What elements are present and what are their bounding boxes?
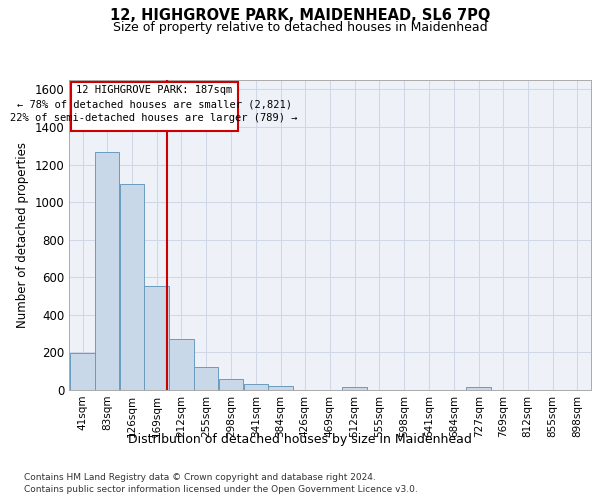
- Text: Distribution of detached houses by size in Maidenhead: Distribution of detached houses by size …: [128, 432, 472, 446]
- Bar: [70, 353, 95, 390]
- Text: Contains public sector information licensed under the Open Government Licence v3: Contains public sector information licen…: [24, 485, 418, 494]
- Bar: [343, 388, 367, 390]
- Bar: [219, 379, 243, 390]
- Bar: [466, 386, 491, 390]
- Bar: [95, 152, 119, 390]
- Bar: [119, 184, 144, 390]
- Y-axis label: Number of detached properties: Number of detached properties: [16, 142, 29, 328]
- Bar: [194, 368, 218, 390]
- Text: 12, HIGHGROVE PARK, MAIDENHEAD, SL6 7PQ: 12, HIGHGROVE PARK, MAIDENHEAD, SL6 7PQ: [110, 8, 490, 22]
- Text: 22% of semi-detached houses are larger (789) →: 22% of semi-detached houses are larger (…: [10, 113, 298, 123]
- FancyBboxPatch shape: [71, 82, 238, 130]
- Bar: [244, 384, 268, 390]
- Text: Contains HM Land Registry data © Crown copyright and database right 2024.: Contains HM Land Registry data © Crown c…: [24, 472, 376, 482]
- Bar: [169, 340, 194, 390]
- Text: 12 HIGHGROVE PARK: 187sqm: 12 HIGHGROVE PARK: 187sqm: [76, 86, 232, 96]
- Text: Size of property relative to detached houses in Maidenhead: Size of property relative to detached ho…: [113, 21, 487, 34]
- Bar: [268, 386, 293, 390]
- Text: ← 78% of detached houses are smaller (2,821): ← 78% of detached houses are smaller (2,…: [17, 99, 292, 109]
- Bar: [145, 286, 169, 390]
